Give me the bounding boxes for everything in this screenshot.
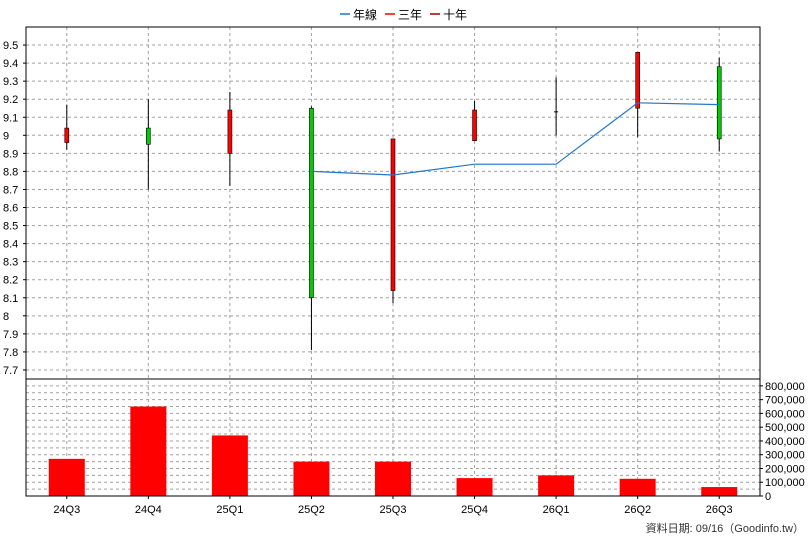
x-tick-label: 25Q1	[216, 504, 243, 516]
legend-label: 年線	[353, 7, 377, 22]
candle	[390, 138, 396, 304]
x-tick-label: 26Q2	[624, 504, 651, 516]
volume-bar	[538, 475, 575, 496]
candle-body	[64, 127, 70, 143]
price-tick-label: 8.3	[3, 257, 18, 269]
candle	[554, 77, 559, 136]
candle-body	[472, 109, 477, 142]
price-tick-label: 8.6	[3, 203, 18, 215]
candle	[309, 106, 314, 351]
volume-bar	[293, 461, 330, 496]
price-tick-label: 8	[3, 311, 9, 323]
price-tick-label: 8.2	[3, 275, 18, 287]
volume-tick-label: 200,000	[765, 463, 805, 475]
x-tick-label: 25Q2	[298, 504, 325, 516]
volume-bar	[619, 478, 656, 496]
volume-bar	[48, 458, 85, 496]
price-tick-label: 8.1	[3, 293, 18, 305]
price-tick-label: 8.7	[3, 184, 18, 196]
price-tick-label: 7.7	[3, 365, 18, 377]
volume-bar	[211, 435, 248, 496]
x-tick-label: 26Q1	[543, 504, 570, 516]
footer-date: 資料日期: 09/16（Goodinfo.tw）	[646, 521, 804, 535]
volume-bars	[48, 406, 738, 496]
price-tick-label: 9.3	[3, 76, 18, 88]
price-tick-label: 8.4	[3, 239, 18, 251]
x-tick-label: 25Q4	[461, 504, 488, 516]
candle	[635, 51, 640, 138]
legend-label: 三年	[398, 8, 422, 22]
candle-body	[309, 107, 314, 299]
candle-body	[146, 127, 151, 145]
volume-frame	[25, 378, 761, 497]
x-tick-label: 24Q3	[53, 504, 80, 516]
candle	[146, 99, 151, 190]
price-tick-label: 9	[3, 130, 9, 142]
x-tick-label: 24Q4	[135, 504, 162, 516]
volume-tick-label: 100,000	[765, 477, 805, 489]
annual-line-series	[311, 102, 720, 176]
price-tick-label: 9.5	[3, 40, 18, 52]
volume-bar	[130, 406, 167, 496]
volume-tick-label: 500,000	[765, 422, 805, 434]
price-tick-label: 8.8	[3, 166, 18, 178]
volume-tick-label: 700,000	[765, 395, 805, 407]
chart-legend: 年線 三年 十年	[340, 7, 467, 22]
x-tick-label: 26Q3	[706, 504, 733, 516]
price-tick-label: 7.9	[3, 329, 18, 341]
candle	[227, 91, 233, 186]
candle	[64, 104, 70, 150]
annual-line	[311, 102, 720, 176]
plot-frames	[25, 26, 761, 497]
volume-tick-label: 0	[765, 491, 771, 503]
price-tick-label: 9.2	[3, 94, 18, 106]
candle	[472, 101, 477, 142]
price-tick-label: 9.4	[3, 58, 18, 70]
candle-body	[635, 51, 640, 109]
price-tick-label: 9.1	[3, 112, 18, 124]
volume-bar	[701, 487, 738, 496]
candle-body	[390, 138, 396, 291]
x-axis-ticks: 24Q3 24Q4 25Q1 25Q2 25Q3 25Q4 26Q1 26Q2 26Q3	[53, 496, 733, 516]
volume-tick-label: 400,000	[765, 436, 805, 448]
price-tick-label: 7.8	[3, 347, 18, 359]
candles	[64, 51, 722, 351]
price-tick-label: 8.5	[3, 221, 18, 233]
price-tick-label: 8.9	[3, 148, 18, 160]
volume-tick-label: 800,000	[765, 381, 805, 393]
volume-bar	[456, 478, 493, 496]
candle-body	[716, 66, 722, 140]
x-tick-label: 25Q3	[380, 504, 407, 516]
volume-tick-label: 600,000	[765, 408, 805, 420]
candle-body	[227, 109, 233, 154]
volume-tick-label: 300,000	[765, 450, 805, 462]
volume-bar	[375, 461, 411, 496]
legend-label: 十年	[443, 8, 467, 22]
price-axis-ticks: 9.5 9.4 9.3 9.2 9.1 9 8.9 8.8 8.7 8.6 8.5 8.4 8.3 8.2…	[3, 40, 26, 377]
